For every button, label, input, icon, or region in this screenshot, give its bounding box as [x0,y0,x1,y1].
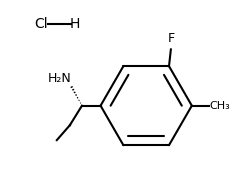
Text: H₂N: H₂N [48,72,72,85]
Text: CH₃: CH₃ [210,101,230,111]
Text: Cl: Cl [34,17,48,31]
Text: H: H [69,17,80,31]
Text: F: F [167,32,174,45]
